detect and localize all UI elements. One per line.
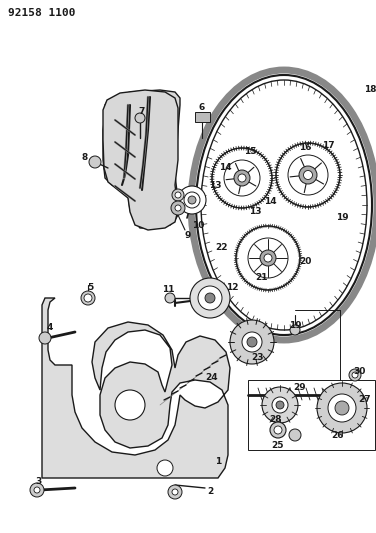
Circle shape <box>242 332 262 352</box>
Text: 26: 26 <box>332 431 344 440</box>
Circle shape <box>270 422 286 438</box>
Circle shape <box>260 250 276 266</box>
Circle shape <box>135 113 145 123</box>
Circle shape <box>34 487 40 493</box>
Circle shape <box>178 186 206 214</box>
Text: 15: 15 <box>244 148 256 157</box>
Circle shape <box>175 192 181 198</box>
Text: 9: 9 <box>185 230 191 239</box>
Text: 28: 28 <box>269 416 281 424</box>
Circle shape <box>328 394 356 422</box>
Circle shape <box>264 254 272 262</box>
Circle shape <box>188 196 196 204</box>
Circle shape <box>274 426 282 434</box>
Text: 20: 20 <box>299 257 311 266</box>
Circle shape <box>30 483 44 497</box>
Circle shape <box>352 372 358 378</box>
Text: 7: 7 <box>139 108 145 117</box>
Circle shape <box>212 148 272 208</box>
Text: 27: 27 <box>359 395 371 405</box>
Circle shape <box>205 293 215 303</box>
Circle shape <box>299 166 317 184</box>
Circle shape <box>262 387 298 423</box>
Text: 1: 1 <box>215 457 221 466</box>
Circle shape <box>317 383 367 433</box>
Text: 12: 12 <box>226 284 238 293</box>
Circle shape <box>349 369 361 381</box>
Text: 21: 21 <box>256 273 268 282</box>
Text: 6: 6 <box>199 103 205 112</box>
Circle shape <box>81 291 95 305</box>
Text: 3: 3 <box>35 478 41 487</box>
Text: 14: 14 <box>219 164 231 173</box>
Text: 5: 5 <box>87 284 93 293</box>
Circle shape <box>238 174 246 182</box>
Circle shape <box>198 286 222 310</box>
Text: 2: 2 <box>207 488 213 497</box>
Circle shape <box>276 143 340 207</box>
Text: 4: 4 <box>47 324 53 333</box>
Circle shape <box>168 485 182 499</box>
Text: 24: 24 <box>206 374 218 383</box>
Text: 8: 8 <box>82 154 88 163</box>
Text: 23: 23 <box>252 353 264 362</box>
Text: 30: 30 <box>354 367 366 376</box>
Text: 11: 11 <box>162 286 174 295</box>
Circle shape <box>84 294 92 302</box>
Text: 18: 18 <box>364 85 376 94</box>
Circle shape <box>172 189 184 201</box>
Polygon shape <box>103 90 178 230</box>
Text: 16: 16 <box>299 143 311 152</box>
Circle shape <box>289 429 301 441</box>
Polygon shape <box>195 112 210 122</box>
Polygon shape <box>103 90 180 228</box>
Circle shape <box>165 293 175 303</box>
Circle shape <box>190 278 230 318</box>
Text: 19: 19 <box>336 214 348 222</box>
Circle shape <box>230 320 274 364</box>
Circle shape <box>247 337 257 347</box>
Circle shape <box>290 325 300 335</box>
Circle shape <box>115 390 145 420</box>
Circle shape <box>248 238 288 278</box>
Text: 29: 29 <box>294 384 306 392</box>
Circle shape <box>288 155 328 195</box>
Text: 92158 1100: 92158 1100 <box>8 8 76 18</box>
Circle shape <box>175 205 181 211</box>
Circle shape <box>272 397 288 413</box>
Circle shape <box>157 460 173 476</box>
Circle shape <box>224 160 260 196</box>
Circle shape <box>89 156 101 168</box>
Text: 25: 25 <box>272 440 284 449</box>
Circle shape <box>171 201 185 215</box>
Circle shape <box>303 171 312 180</box>
Text: 13: 13 <box>249 207 261 216</box>
Circle shape <box>172 489 178 495</box>
Circle shape <box>236 226 300 290</box>
Circle shape <box>276 401 284 409</box>
Polygon shape <box>42 298 230 478</box>
Circle shape <box>335 401 349 415</box>
Text: 10: 10 <box>192 221 204 230</box>
Text: 22: 22 <box>216 244 228 253</box>
Text: 13: 13 <box>209 181 221 190</box>
Circle shape <box>234 170 250 186</box>
Text: 19: 19 <box>289 320 301 329</box>
Text: 14: 14 <box>264 198 276 206</box>
Circle shape <box>184 192 200 208</box>
Text: 17: 17 <box>322 141 334 149</box>
Circle shape <box>39 332 51 344</box>
